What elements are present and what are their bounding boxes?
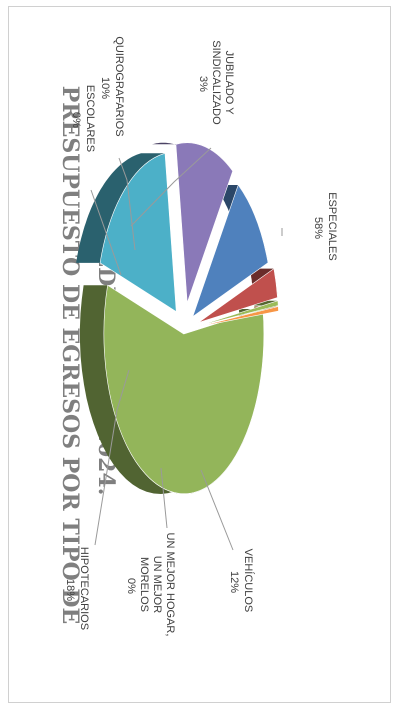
slice-label-escolares: ESCOLARES 0% <box>70 85 96 155</box>
leader-line-vehiculos <box>200 469 234 551</box>
pie-slice-3 <box>192 184 269 318</box>
leader-line-hipotecarios <box>94 369 130 546</box>
slice-label-especiales-value: 58% <box>312 217 324 239</box>
pie-slice-side-1 <box>76 153 165 263</box>
slice-label-mejor-hogar-name-1: UN MEJOR HOGAR, <box>164 533 176 637</box>
slice-labels: ESPECIALES 58% HIPOTECARIOS 18% VEHÍCULO… <box>64 36 338 640</box>
leader-line-escolares <box>90 189 122 276</box>
slice-label-jubilado-name-2: SINDICALIZADO <box>210 40 222 125</box>
slice-label-jubilado-value: 3% <box>197 76 209 92</box>
slice-label-quirografarios: QUIROGRAFARIOS 10% <box>99 36 125 139</box>
pie-slice-side-0 <box>79 285 264 494</box>
pie-slice-2 <box>175 142 234 303</box>
pie-slice-0 <box>103 284 265 494</box>
slice-label-hipotecarios-value: 18% <box>64 579 76 601</box>
slice-label-hipotecarios: HIPOTECARIOS 18% <box>64 547 90 633</box>
slice-label-escolares-name: ESCOLARES <box>84 85 96 152</box>
leader-line-mejor-hogar <box>160 467 168 529</box>
leader-lines <box>90 147 283 551</box>
pie-slice-5 <box>198 300 279 327</box>
slice-label-vehiculos-value: 12% <box>228 571 240 593</box>
slice-label-escolares-value: 0% <box>70 112 82 128</box>
leader-line-quirografarios <box>118 157 136 251</box>
chart-title-line-1: PRESUPUESTO DE EGRESOS POR TIPO DE <box>57 86 83 624</box>
pie-slice-4 <box>198 268 278 323</box>
slice-label-mejor-hogar-name-3: MORELOS <box>138 557 150 612</box>
slice-label-especiales: ESPECIALES 58% <box>312 192 338 264</box>
slice-label-jubilado-name-1: JUBILADO Y <box>223 51 235 116</box>
slice-label-vehiculos: VEHÍCULOS 12% <box>228 549 255 616</box>
pie-slices <box>76 142 279 494</box>
slice-label-mejor-hogar: UN MEJOR HOGAR, UN MEJOR MORELOS 0% <box>125 533 176 640</box>
leader-line-jubilado <box>130 147 212 227</box>
slice-label-quirografarios-value: 10% <box>99 77 111 99</box>
pie-slice-6 <box>198 306 279 327</box>
slice-label-mejor-hogar-value: 0% <box>125 578 137 594</box>
slice-label-jubilado: JUBILADO Y SINDICALIZADO 3% <box>197 40 235 127</box>
slice-label-mejor-hogar-name-2: UN MEJOR <box>151 556 163 614</box>
pie-slice-1 <box>99 152 177 313</box>
slice-label-hipotecarios-name: HIPOTECARIOS <box>78 547 90 630</box>
slice-label-quirografarios-name: QUIROGRAFARIOS <box>113 36 125 136</box>
slice-label-especiales-name: ESPECIALES <box>326 192 338 260</box>
slice-label-vehiculos-name: VEHÍCULOS <box>242 549 255 613</box>
